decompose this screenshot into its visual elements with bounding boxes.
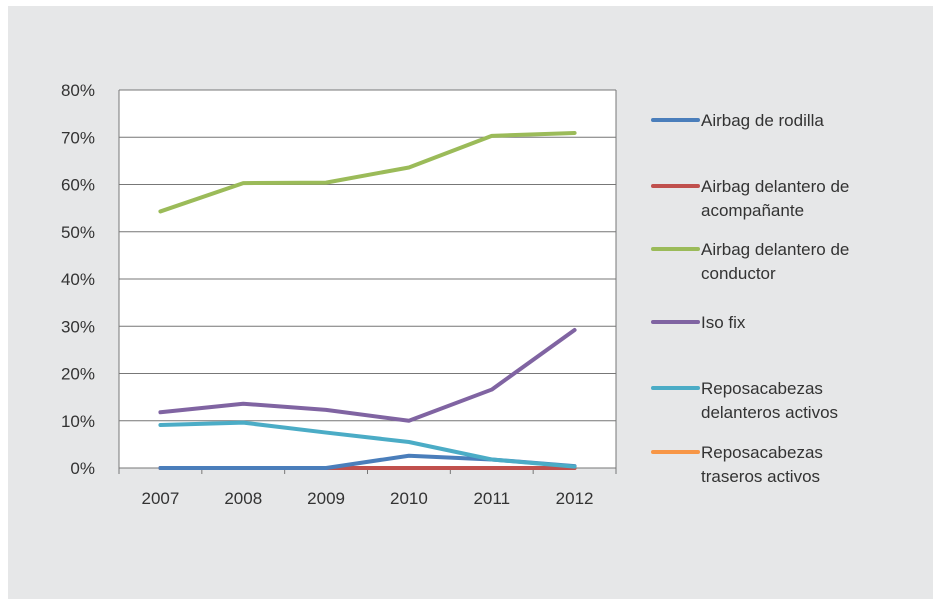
y-tick-label: 80% (61, 81, 95, 100)
legend-item: Reposacabezas traseros activos (651, 443, 823, 486)
legend-label: Airbag delantero de (701, 240, 849, 259)
legend-label: Iso fix (701, 313, 746, 332)
legend-label: conductor (701, 264, 776, 283)
y-tick-label: 40% (61, 270, 95, 289)
legend-label: Reposacabezas (701, 379, 823, 398)
y-tick-label: 0% (70, 459, 95, 478)
series-line-4 (158, 420, 577, 469)
y-tick-label: 50% (61, 223, 95, 242)
legend-item: Reposacabezas delanteros activos (651, 379, 838, 422)
legend-item: Iso fix (651, 313, 746, 332)
legend-label: traseros activos (701, 467, 820, 486)
legend-label: Reposacabezas (701, 443, 823, 462)
x-tick-label: 2012 (556, 489, 594, 508)
x-tick-label: 2010 (390, 489, 428, 508)
x-tick-label: 2008 (224, 489, 262, 508)
x-tick-label: 2007 (142, 489, 180, 508)
legend-item: Airbag delantero de acompañante (651, 177, 849, 220)
x-axis-ticks: 2007 2008 2009 2010 2011 2012 (142, 489, 594, 508)
grid (119, 89, 616, 469)
legend-label: acompañante (701, 201, 804, 220)
legend: Airbag de rodilla Airbag delantero de acom… (651, 111, 849, 486)
legend-item: Airbag delantero de conductor (651, 240, 849, 283)
x-tick-label: 2011 (473, 489, 510, 508)
series-lines (158, 130, 577, 470)
series-line-3 (158, 328, 577, 423)
y-tick-label: 60% (61, 176, 95, 195)
legend-label: Airbag de rodilla (701, 111, 824, 130)
y-axis-ticks: 0% 10% 20% 30% 40% 50% 60% 70% 80% (61, 81, 95, 478)
series-line-2 (158, 130, 577, 214)
legend-label: Airbag delantero de (701, 177, 849, 196)
legend-label: delanteros activos (701, 403, 838, 422)
y-tick-label: 30% (61, 317, 95, 336)
legend-item: Airbag de rodilla (651, 111, 824, 130)
x-tick-label: 2009 (307, 489, 345, 508)
y-tick-label: 10% (61, 412, 95, 431)
y-tick-label: 70% (61, 128, 95, 147)
y-tick-label: 20% (61, 365, 95, 384)
